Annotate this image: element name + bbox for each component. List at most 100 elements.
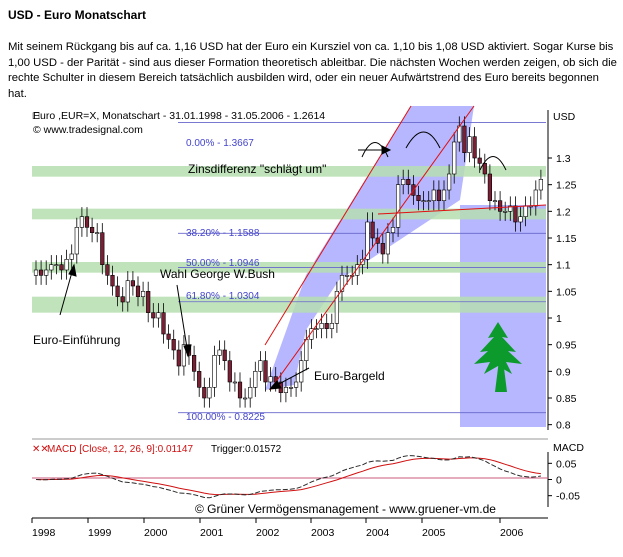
candle-45 [263, 360, 268, 383]
year-label-6: 2004 [366, 527, 390, 539]
candle-39 [232, 381, 238, 384]
candle-86 [472, 136, 477, 159]
candle-21 [141, 291, 146, 297]
candle-68 [380, 243, 385, 255]
candle-50 [288, 387, 294, 389]
year-label-0: 1998 [32, 527, 56, 539]
annotation-bush-election: Wahl George W.Bush [160, 267, 275, 281]
price-tick-label-0: 0.8 [556, 420, 571, 432]
candle-13 [100, 232, 105, 265]
candle-57 [324, 323, 329, 329]
macd-tick-label-1: 0 [556, 475, 562, 487]
projection-box [460, 205, 546, 427]
macd-icon: ✕✕ [32, 444, 49, 455]
candle-35 [212, 355, 217, 388]
candle-76 [421, 200, 426, 202]
candle-60 [339, 275, 345, 292]
candle-5 [59, 264, 64, 271]
candle-37 [222, 349, 227, 361]
candle-80 [441, 189, 447, 201]
candle-7 [69, 253, 74, 260]
candle-99 [538, 179, 543, 191]
source-label: © www.tradesignal.com [33, 124, 143, 136]
macd-tick-label-0: 0.05 [556, 458, 577, 470]
channel-lower-line [269, 105, 475, 391]
candle-46 [268, 376, 273, 383]
candle-88 [482, 163, 487, 175]
candle-38 [227, 360, 232, 383]
candle-32 [197, 371, 202, 388]
neckline [377, 204, 547, 215]
candle-14 [105, 264, 110, 276]
candle-43 [253, 371, 258, 388]
price-tick-label-9: 1.25 [556, 180, 577, 192]
candle-94 [513, 205, 518, 223]
candle-36 [217, 349, 222, 356]
candle-82 [452, 141, 457, 175]
candle-24 [156, 312, 161, 319]
year-label-3: 2001 [200, 527, 224, 539]
year-label-4: 2002 [256, 527, 280, 539]
candle-29 [181, 344, 187, 367]
candle-6 [64, 259, 69, 271]
candle-8 [74, 227, 79, 255]
candle-0 [33, 269, 39, 276]
candle-90 [492, 200, 498, 202]
fib-label-100: 100.00% - 0.8225 [186, 412, 265, 423]
macd-trigger-line [35, 457, 541, 496]
candle-66 [370, 221, 375, 239]
candle-17 [120, 296, 125, 303]
channel-upper-line [264, 105, 412, 346]
candle-87 [477, 157, 482, 164]
copyright-text: © Grüner Vermögensmanagement - www.gruen… [195, 502, 496, 516]
candle-2 [44, 269, 49, 276]
candle-89 [487, 173, 493, 201]
candle-23 [151, 312, 156, 319]
candle-51 [293, 381, 299, 388]
candle-16 [115, 285, 120, 297]
candle-40 [237, 381, 243, 399]
head-arc [405, 131, 441, 149]
candle-98 [533, 189, 538, 207]
year-label-8: 2006 [500, 527, 524, 539]
candle-18 [125, 280, 130, 303]
candle-4 [54, 264, 59, 266]
candle-75 [416, 195, 421, 201]
price-tick-label-10: 1.3 [556, 153, 571, 165]
candle-81 [446, 173, 452, 191]
arrow-euro-cash-head [268, 380, 282, 390]
price-tick-label-5: 1.05 [556, 286, 577, 298]
candle-12 [95, 232, 100, 234]
fib-label-0: 0.00% - 1.3667 [186, 138, 254, 149]
candle-41 [243, 397, 248, 400]
candle-93 [508, 205, 513, 212]
support-band-3 [32, 296, 546, 313]
candle-27 [171, 339, 176, 351]
fib-label-50: 50.00% - 1.0946 [186, 258, 260, 269]
year-label-1: 1999 [88, 527, 112, 539]
candle-53 [304, 339, 309, 361]
price-tick-label-4: 1 [556, 313, 562, 325]
candle-11 [90, 227, 95, 233]
price-tick-label-7: 1.15 [556, 233, 577, 245]
year-label-5: 2003 [311, 527, 335, 539]
candle-92 [503, 211, 508, 213]
price-tick-label-1: 0.85 [556, 393, 577, 405]
macd-tick-label-2: -0.05 [556, 491, 580, 503]
candle-59 [334, 291, 340, 324]
candle-58 [329, 323, 334, 329]
candle-84 [462, 125, 467, 153]
candle-49 [283, 387, 289, 393]
candle-70 [390, 227, 396, 233]
year-label-2: 2000 [144, 527, 168, 539]
candle-78 [431, 189, 436, 201]
macd-unit-label: MACD [553, 442, 584, 454]
candle-72 [401, 179, 406, 185]
candle-61 [344, 275, 350, 277]
price-tick-label-2: 0.9 [556, 366, 571, 378]
candle-22 [146, 291, 151, 313]
candle-65 [365, 221, 370, 260]
candle-54 [309, 328, 314, 340]
candle-15 [110, 275, 115, 287]
instrument-header: Euro ,EUR=X, Monatschart - 31.01.1998 - … [33, 110, 325, 122]
